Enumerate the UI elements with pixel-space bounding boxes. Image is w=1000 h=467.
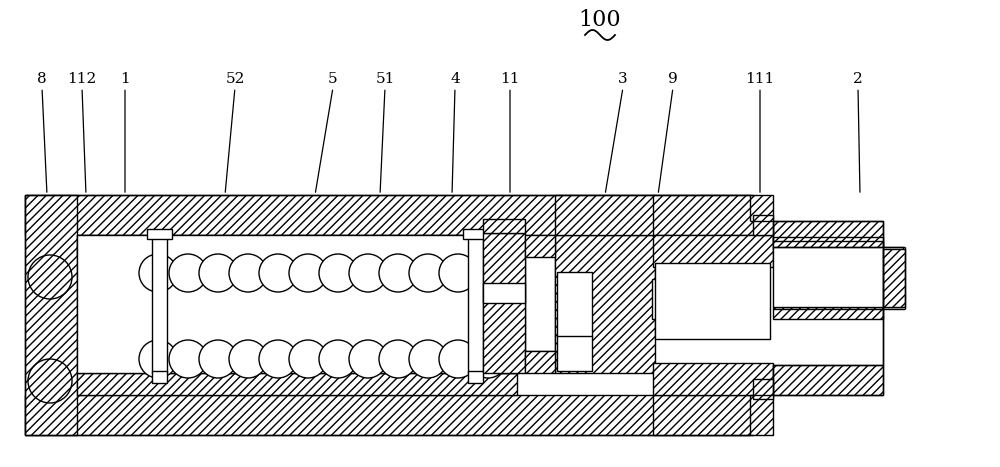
Bar [77,235,519,373]
Bar [773,307,883,319]
Bar [25,195,77,435]
Circle shape [469,340,507,378]
Bar [468,233,483,373]
Bar [555,195,655,235]
Circle shape [199,254,237,292]
Circle shape [379,340,417,378]
Bar [25,395,750,435]
Bar [463,229,488,239]
Bar [653,195,773,235]
Bar [483,283,525,303]
Circle shape [259,340,297,378]
Circle shape [439,340,477,378]
Bar [147,229,172,239]
Circle shape [289,340,327,378]
Bar [152,233,167,373]
Circle shape [319,254,357,292]
Text: 52: 52 [225,72,245,86]
Circle shape [409,340,447,378]
Text: 112: 112 [67,72,97,86]
Bar [483,219,525,233]
Bar [753,215,773,235]
Circle shape [139,340,177,378]
Bar [468,371,483,383]
Bar [773,247,903,307]
Text: 1: 1 [120,72,130,86]
Bar [77,235,517,257]
Bar [557,336,592,371]
Circle shape [289,254,327,292]
Bar [655,263,770,339]
Bar [653,395,773,435]
Circle shape [439,254,477,292]
Bar [753,379,773,399]
Bar [883,249,905,307]
Circle shape [28,359,72,403]
Circle shape [139,254,177,292]
Bar [152,371,167,383]
Bar [653,363,773,395]
Circle shape [229,340,267,378]
Circle shape [169,254,207,292]
Circle shape [319,340,357,378]
Circle shape [28,255,72,299]
Bar [555,235,655,373]
Text: 3: 3 [618,72,628,86]
Circle shape [259,254,297,292]
Circle shape [199,340,237,378]
Text: 2: 2 [853,72,863,86]
Bar [773,365,883,395]
Bar [557,272,592,337]
Bar [525,255,555,351]
Circle shape [169,340,207,378]
Circle shape [349,340,387,378]
Text: 100: 100 [579,9,621,31]
Bar [525,235,555,257]
Circle shape [349,254,387,292]
Bar [653,235,773,267]
Circle shape [469,254,507,292]
Text: 11: 11 [500,72,520,86]
Text: 5: 5 [328,72,338,86]
Bar [25,195,750,235]
Text: 4: 4 [450,72,460,86]
Text: 8: 8 [37,72,47,86]
Circle shape [379,254,417,292]
Bar [773,221,883,247]
Circle shape [229,254,267,292]
Bar [525,351,555,373]
Bar [773,237,883,249]
Text: 9: 9 [668,72,678,86]
Text: 111: 111 [745,72,775,86]
Bar [483,233,525,373]
Bar [652,279,670,319]
Circle shape [409,254,447,292]
Bar [77,373,517,395]
Text: 51: 51 [375,72,395,86]
